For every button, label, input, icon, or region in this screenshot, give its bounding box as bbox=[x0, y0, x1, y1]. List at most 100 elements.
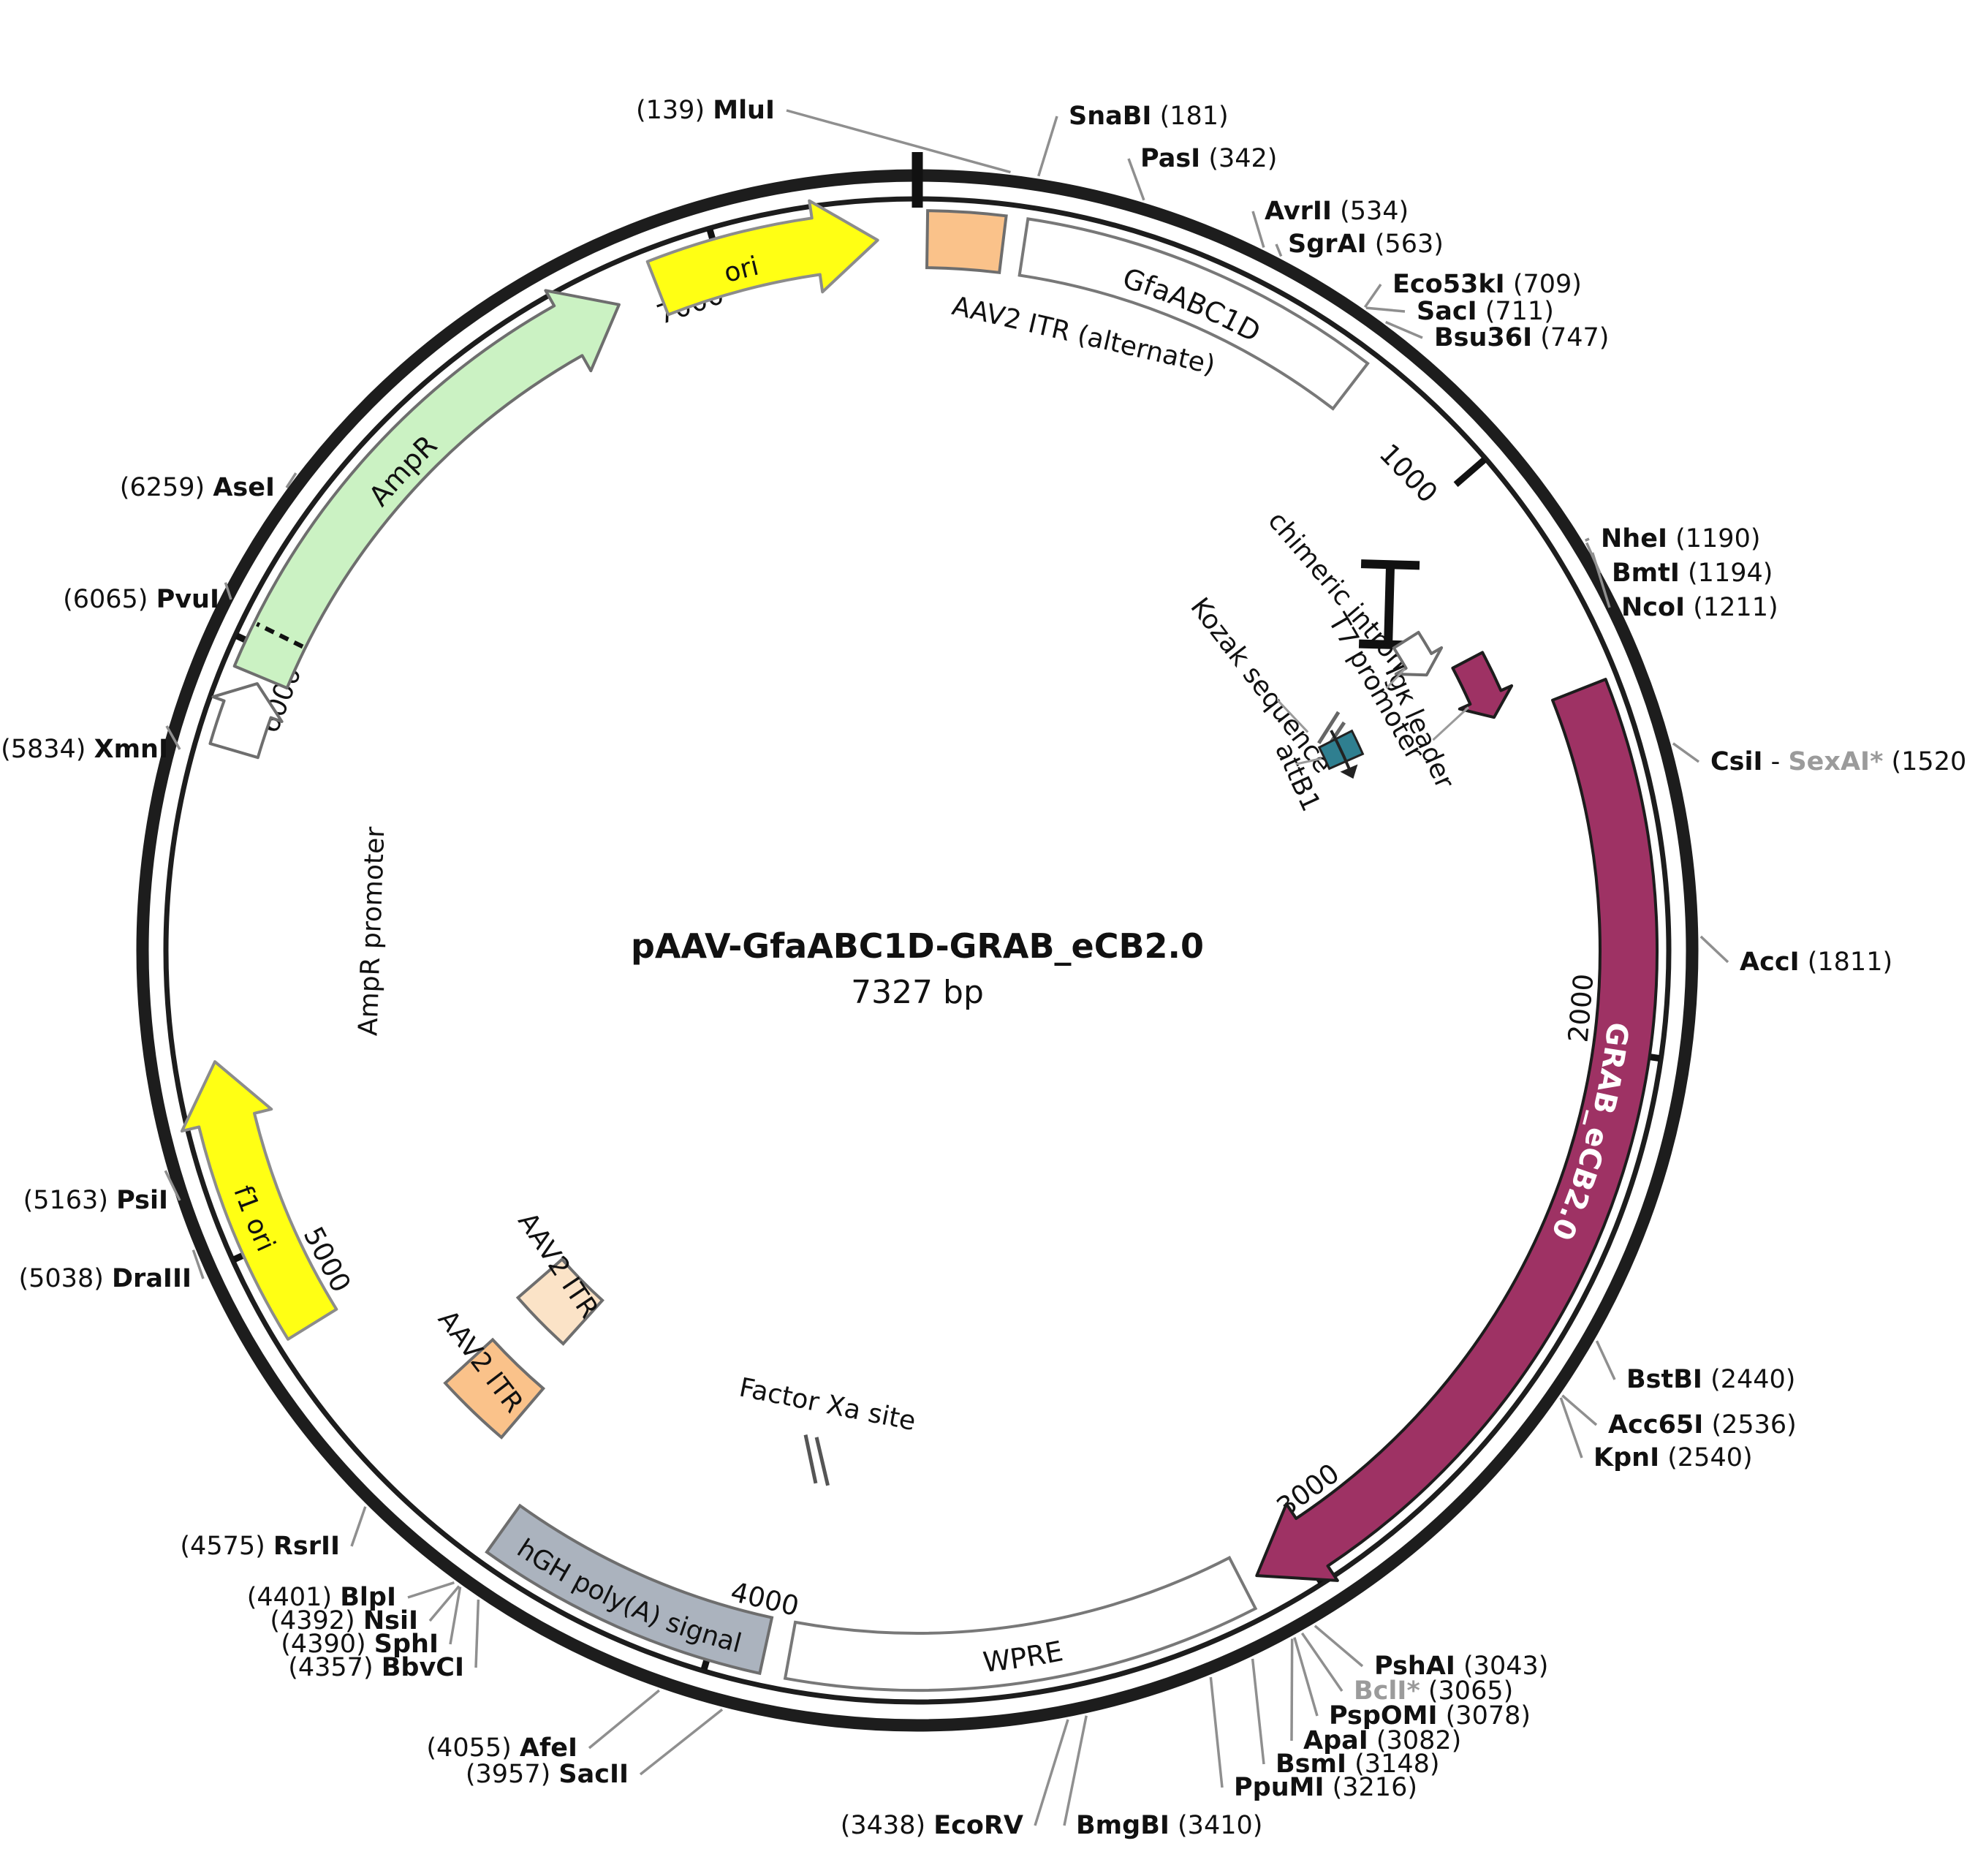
site-leader-Acc65I bbox=[1561, 1394, 1598, 1426]
site-label-part: (6259) bbox=[120, 473, 213, 502]
site-label-part: PshAI bbox=[1374, 1652, 1455, 1681]
site-label-PsiI: (5163) PsiI bbox=[23, 1186, 168, 1215]
tick-1000 bbox=[1453, 457, 1487, 488]
site-label-Bsu36I: Bsu36I (747) bbox=[1434, 323, 1609, 352]
site-leader-BmgBI bbox=[1063, 1715, 1088, 1826]
site-label-part: SacI bbox=[1417, 297, 1477, 326]
feature-hgh-polya-label: hGH poly(A) signal bbox=[512, 1534, 745, 1660]
site-label-BmgBI: BmgBI (3410) bbox=[1076, 1811, 1262, 1840]
site-leader-PvuI bbox=[224, 582, 232, 600]
site-leader-BstBI bbox=[1595, 1340, 1616, 1380]
site-label-AfeI: (4055) AfeI bbox=[426, 1733, 577, 1763]
feature-chimeric-intron-bar bbox=[1384, 564, 1395, 645]
site-label-AccI: AccI (1811) bbox=[1740, 948, 1892, 977]
site-label-part: (3216) bbox=[1324, 1773, 1417, 1802]
site-leader-AccI bbox=[1699, 935, 1729, 964]
feature-grab-ecb2 bbox=[1255, 678, 1659, 1582]
site-label-part: PspOMI bbox=[1329, 1701, 1438, 1731]
site-label-part: (3043) bbox=[1455, 1652, 1549, 1681]
site-leader-Eco53kI bbox=[1363, 284, 1382, 309]
site-label-RsrII: (4575) RsrII bbox=[180, 1532, 340, 1561]
site-label-part: SnaBI bbox=[1069, 102, 1151, 131]
feature-hgh-polya bbox=[485, 1503, 774, 1676]
site-leader-SnaBI bbox=[1037, 116, 1058, 177]
site-label-CsiI: CsiI - SexAI* (1520) bbox=[1710, 747, 1967, 776]
site-label-part: AfeI bbox=[520, 1733, 577, 1763]
site-label-part: SgrAI bbox=[1288, 230, 1367, 259]
site-label-XmnI: (5834) XmnI bbox=[1, 735, 168, 764]
site-label-part: (3438) bbox=[841, 1811, 934, 1840]
site-label-SacII: (3957) SacII bbox=[466, 1760, 629, 1789]
site-label-part: (4390) bbox=[281, 1630, 374, 1659]
site-label-SgrAI: SgrAI (563) bbox=[1288, 230, 1444, 259]
site-leader-SacI bbox=[1365, 306, 1406, 313]
site-label-KpnI: KpnI (2540) bbox=[1593, 1443, 1753, 1472]
site-leader-PasI bbox=[1127, 158, 1145, 201]
site-leader-BclI bbox=[1300, 1632, 1343, 1692]
site-label-part: PvuI bbox=[156, 585, 219, 614]
site-label-part: (181) bbox=[1151, 102, 1228, 131]
site-label-NheI: NheI (1190) bbox=[1601, 524, 1761, 553]
site-label-part: (4392) bbox=[270, 1606, 363, 1635]
site-label-part: ApaI bbox=[1303, 1726, 1368, 1755]
site-label-part: (3410) bbox=[1170, 1811, 1263, 1840]
site-leader-PspOMI bbox=[1293, 1637, 1319, 1717]
site-leader-KpnI bbox=[1559, 1397, 1583, 1459]
site-label-part: XmnI bbox=[94, 735, 168, 764]
site-label-Acc65I: Acc65I (2536) bbox=[1608, 1410, 1797, 1440]
feature-ampr bbox=[232, 289, 621, 690]
site-leader-AvrII bbox=[1251, 211, 1265, 248]
site-leader-AfeI bbox=[588, 1689, 660, 1750]
site-label-part: BmtI bbox=[1612, 559, 1680, 588]
site-label-part: (2540) bbox=[1659, 1443, 1753, 1472]
site-label-part: (4575) bbox=[180, 1532, 273, 1561]
site-label-part: (747) bbox=[1532, 323, 1609, 352]
site-label-part: (5038) bbox=[18, 1264, 112, 1293]
site-label-PshAI: PshAI (3043) bbox=[1374, 1652, 1548, 1681]
site-label-part: SexAI* bbox=[1788, 747, 1883, 776]
site-label-PspOMI: PspOMI (3078) bbox=[1329, 1701, 1531, 1731]
site-label-part: - bbox=[1763, 747, 1789, 776]
feature-igk-leader bbox=[1451, 651, 1514, 719]
site-label-AseI: (6259) AseI bbox=[120, 473, 275, 502]
site-label-BstBI: BstBI (2440) bbox=[1626, 1365, 1795, 1394]
site-leader-SacII bbox=[639, 1708, 724, 1776]
site-label-part: PpuMI bbox=[1234, 1773, 1324, 1802]
feature-hgh-polya: hGH poly(A) signal bbox=[512, 1534, 745, 1660]
feature-kozak-label: Kozak sequence bbox=[1184, 592, 1338, 779]
site-leader-MluI bbox=[786, 109, 1011, 174]
site-label-part: (2440) bbox=[1702, 1365, 1796, 1394]
site-label-BclI: BclI* (3065) bbox=[1354, 1676, 1513, 1706]
tick-label-2000: 2000 bbox=[1563, 972, 1600, 1044]
inner-leader-1 bbox=[1432, 706, 1469, 741]
site-leader-PsiI bbox=[164, 1170, 181, 1201]
site-label-part: (3957) bbox=[466, 1760, 559, 1789]
feature-aav2-itr-1 bbox=[443, 1337, 546, 1440]
feature-wpre bbox=[783, 1556, 1258, 1692]
inner-leader-2 bbox=[1276, 699, 1309, 733]
site-leader-RsrII bbox=[350, 1506, 367, 1547]
plasmid-size: 7327 bp bbox=[851, 974, 984, 1011]
site-label-part: (1194) bbox=[1680, 559, 1773, 588]
site-leader-PpuMI bbox=[1209, 1676, 1224, 1788]
site-label-part: (5834) bbox=[1, 735, 94, 764]
site-leader-NcoI bbox=[1591, 552, 1611, 608]
site-label-part: BbvCI bbox=[382, 1653, 464, 1682]
site-leader-Bsu36I bbox=[1385, 320, 1423, 339]
feature-ampr-divider bbox=[256, 621, 304, 649]
site-leader-BsmI bbox=[1251, 1658, 1265, 1765]
site-label-AvrII: AvrII (534) bbox=[1265, 197, 1409, 226]
feature-factor-xa-label: Factor Xa site bbox=[737, 1373, 918, 1437]
feature-ampr-promoter-label: AmpR promoter bbox=[353, 826, 390, 1037]
site-label-part: CsiI bbox=[1710, 747, 1763, 776]
site-label-MluI: (139) MluI bbox=[636, 96, 775, 125]
site-label-part: (711) bbox=[1477, 297, 1554, 326]
site-label-PvuI: (6065) PvuI bbox=[63, 585, 219, 614]
site-label-part: PasI bbox=[1140, 144, 1200, 173]
site-leader-PshAI bbox=[1314, 1625, 1364, 1668]
site-leader-BbvCI bbox=[474, 1599, 480, 1668]
site-label-part: (4357) bbox=[288, 1653, 382, 1682]
site-label-PasI: PasI (342) bbox=[1140, 144, 1277, 173]
site-label-part: SphI bbox=[374, 1630, 439, 1659]
site-label-PpuMI: PpuMI (3216) bbox=[1234, 1773, 1417, 1802]
